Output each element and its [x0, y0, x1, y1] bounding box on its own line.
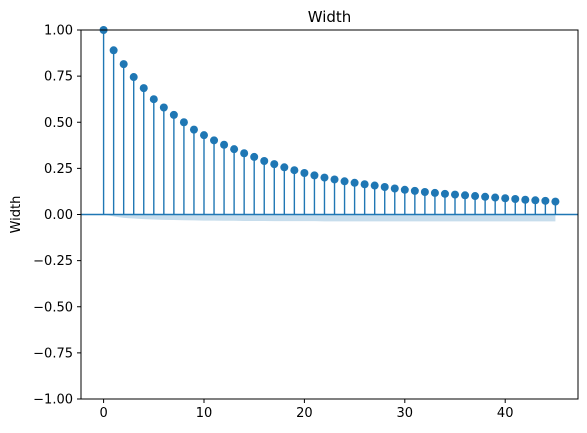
data-point: [461, 191, 470, 200]
data-point: [471, 192, 480, 201]
data-point: [189, 125, 198, 134]
data-point: [511, 195, 520, 204]
markers: [99, 26, 560, 206]
data-point: [250, 152, 259, 161]
y-tick-label: −0.50: [33, 300, 73, 315]
data-point: [260, 156, 269, 165]
data-point: [430, 188, 439, 197]
data-point: [521, 195, 530, 204]
data-point: [440, 189, 449, 198]
data-point: [149, 95, 158, 104]
data-point: [491, 193, 500, 202]
data-point: [139, 84, 148, 93]
y-tick-label: 0.75: [44, 70, 73, 85]
data-point: [340, 177, 349, 186]
y-tick-label: −0.25: [33, 254, 73, 269]
confidence-band: [103, 214, 556, 222]
data-point: [290, 166, 299, 175]
y-tick-label: −0.75: [33, 346, 73, 361]
data-point: [400, 185, 409, 194]
y-tick-label: 0.50: [44, 116, 73, 131]
data-point: [159, 103, 168, 112]
data-point: [220, 140, 229, 149]
data-point: [541, 196, 550, 205]
data-point: [270, 160, 279, 169]
data-point: [330, 175, 339, 184]
data-point: [179, 118, 188, 127]
data-point: [501, 194, 510, 203]
y-tick-label: −1.00: [33, 393, 73, 408]
x-tick-label: 20: [296, 406, 313, 421]
data-point: [129, 73, 138, 82]
x-tick-label: 30: [397, 406, 414, 421]
data-point: [300, 168, 309, 177]
data-point: [280, 163, 289, 172]
data-point: [169, 110, 178, 119]
data-point: [390, 184, 399, 193]
data-point: [451, 190, 460, 199]
data-point: [531, 196, 540, 205]
data-point: [350, 178, 359, 187]
x-tick-label: 0: [99, 406, 107, 421]
data-point: [481, 192, 490, 201]
data-point: [410, 186, 419, 195]
data-point: [370, 181, 379, 190]
x-tick-label: 10: [196, 406, 213, 421]
data-point: [320, 173, 329, 182]
data-point: [310, 171, 319, 180]
data-point: [240, 149, 249, 158]
data-point: [420, 187, 429, 196]
y-tick-label: 0.00: [44, 208, 73, 223]
data-point: [380, 183, 389, 192]
y-axis: −1.00 −0.75 −0.50 −0.25 0.00 0.25 0.50 0.75 1.00: [33, 24, 81, 408]
y-tick-label: 0.25: [44, 162, 73, 177]
chart-title: Width: [308, 8, 352, 26]
x-axis: 0 10 20 30 40: [99, 399, 513, 421]
y-axis-label: Width: [9, 196, 24, 234]
x-tick-label: 40: [497, 406, 514, 421]
data-point: [199, 131, 208, 140]
y-tick-label: 1.00: [44, 24, 73, 39]
data-point: [230, 145, 239, 154]
data-point: [551, 197, 560, 206]
stems: [102, 30, 557, 215]
data-point: [109, 46, 118, 55]
data-point: [210, 136, 219, 145]
data-point: [360, 180, 369, 189]
confidence-interval-area: [103, 214, 556, 222]
data-point: [119, 60, 128, 69]
